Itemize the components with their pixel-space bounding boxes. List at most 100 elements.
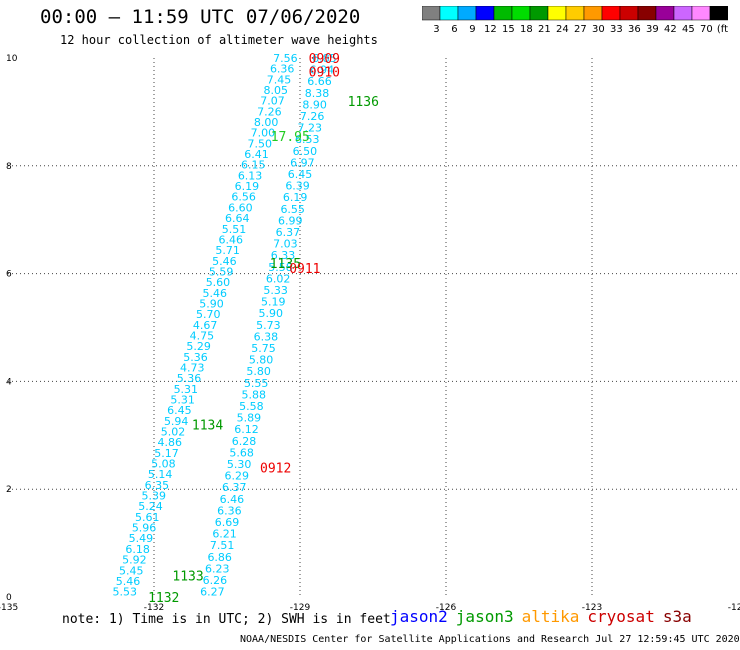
time-marker: 1135 xyxy=(270,257,301,272)
track-a-value: 5.90 xyxy=(199,297,224,310)
track-b-value: 7.03 xyxy=(273,238,298,251)
track-b-value: 5.90 xyxy=(259,307,284,320)
track-b-value: 6.29 xyxy=(224,470,249,483)
y-tick-label: 2 xyxy=(6,485,12,495)
chart-subtitle: 12 hour collection of altimeter wave hei… xyxy=(60,33,378,47)
track-a-value: 5.08 xyxy=(151,458,176,471)
track-b-value: 6.46 xyxy=(220,493,245,506)
satellite-legend-item: cryosat xyxy=(587,607,655,626)
track-b-value: 5.89 xyxy=(237,412,262,425)
track-b-value: 5.19 xyxy=(261,296,286,309)
track-a-value: 7.26 xyxy=(257,105,282,118)
track-b-value: 6.69 xyxy=(215,516,240,529)
track-b-value: 5.88 xyxy=(242,388,267,401)
satellite-legend-item: jason3 xyxy=(455,607,514,626)
track-a-value: 6.56 xyxy=(231,191,256,204)
track-b-value: 6.33 xyxy=(271,249,296,262)
y-tick-label: 8 xyxy=(6,162,12,172)
x-tick-label: -129 xyxy=(290,603,311,613)
track-a-value: 6.46 xyxy=(219,233,244,246)
colorbar-label: 21 xyxy=(538,24,551,34)
colorbar-label: 12 xyxy=(484,24,497,34)
time-marker: 17.95 xyxy=(271,130,310,145)
track-a-value: 7.56 xyxy=(273,52,298,65)
track-b-value: 8.90 xyxy=(302,98,327,111)
track-b-value: 5.68 xyxy=(229,446,254,459)
track-b-value: 6.37 xyxy=(276,226,301,239)
track-b-value: 8.38 xyxy=(305,87,330,100)
track-b-value: 6.23 xyxy=(205,562,230,575)
track-b-value: 6.36 xyxy=(217,504,242,517)
track-a-value: 6.15 xyxy=(241,159,266,172)
track-a-value: 5.14 xyxy=(148,468,173,481)
track-b-value: 6.38 xyxy=(254,330,279,343)
track-b-value: 6.28 xyxy=(232,435,257,448)
track-a-value: 4.73 xyxy=(180,361,205,374)
track-b-value: 7.51 xyxy=(210,539,235,552)
track-b-value: 5.73 xyxy=(256,319,281,332)
track-b-value: 6.55 xyxy=(280,203,305,216)
colorbar-label: 30 xyxy=(592,24,605,34)
track-a-value: 6.13 xyxy=(238,169,263,182)
colorbar-label: 70 xyxy=(700,24,713,34)
track-b-value: 5.30 xyxy=(227,458,252,471)
track-b-value: 6.94 xyxy=(310,64,335,77)
track-a-value: 5.94 xyxy=(164,415,189,428)
track-a-value: 5.53 xyxy=(113,586,138,599)
track-a-value: 5.49 xyxy=(129,532,154,545)
track-a-value: 5.96 xyxy=(132,522,157,535)
track-a-value: 5.51 xyxy=(222,223,247,236)
track-a-value: 5.60 xyxy=(206,276,231,289)
colorbar-label: 6 xyxy=(451,24,457,34)
track-b-value: 6.39 xyxy=(285,180,310,193)
satellite-legend-item: jason2 xyxy=(390,607,448,626)
track-b-value: 6.19 xyxy=(283,191,308,204)
track-a-value: 5.46 xyxy=(212,255,237,268)
satellite-legend-item: altika xyxy=(521,607,580,626)
colorbar-label: 15 xyxy=(502,24,515,34)
y-tick-label: 0 xyxy=(6,593,12,603)
time-marker: 1134 xyxy=(192,419,223,434)
time-marker: 0909 xyxy=(309,52,340,67)
track-a-value: 7.50 xyxy=(247,137,272,150)
track-b-value: 6.02 xyxy=(266,272,291,285)
track-a-value: 6.18 xyxy=(125,543,150,556)
time-marker: 0910 xyxy=(309,65,340,80)
track-a-value: 6.41 xyxy=(244,148,269,161)
colorbar-label: (ft) xyxy=(717,24,728,34)
colorbar-label: 42 xyxy=(664,24,677,34)
track-a-value: 5.29 xyxy=(186,340,211,353)
track-b-value: 6.27 xyxy=(200,586,225,599)
satellite-legend-item: s3a xyxy=(662,607,692,626)
track-a-value: 4.75 xyxy=(190,329,215,342)
time-marker: 1132 xyxy=(148,591,179,606)
track-b-value: 6.66 xyxy=(307,75,332,88)
track-a-value: 5.59 xyxy=(209,265,234,278)
track-b-value: 6.86 xyxy=(207,551,232,564)
track-b-value: 6.85 xyxy=(312,52,337,65)
time-marker: 1136 xyxy=(348,95,379,110)
track-a-value: 6.19 xyxy=(235,180,260,193)
track-a-value: 5.46 xyxy=(116,575,141,588)
track-a-value: 5.31 xyxy=(170,394,195,407)
time-marker: 0911 xyxy=(289,262,320,277)
track-b-value: 5.55 xyxy=(244,377,269,390)
track-a-value: 5.61 xyxy=(135,511,160,524)
colorbar-label: 24 xyxy=(556,24,569,34)
x-tick-label: -126 xyxy=(436,603,457,613)
x-tick-label: -120 xyxy=(728,603,740,613)
track-b-value: 6.45 xyxy=(288,168,313,181)
track-b-value: 6.99 xyxy=(278,214,303,227)
chart-title: 00:00 – 11:59 UTC 07/06/2020 xyxy=(40,6,361,28)
track-a-value: 4.67 xyxy=(193,319,218,332)
track-a-value: 6.45 xyxy=(167,404,192,417)
track-a-value: 7.00 xyxy=(251,127,276,140)
y-tick-label: 4 xyxy=(6,377,12,387)
track-b-value: 7.26 xyxy=(300,110,325,123)
track-b-value: 6.50 xyxy=(293,145,318,158)
track-b-value: 5.80 xyxy=(246,365,271,378)
credit-line: NOAA/NESDIS Center for Satellite Applica… xyxy=(240,634,740,645)
y-tick-label: 6 xyxy=(6,270,12,280)
